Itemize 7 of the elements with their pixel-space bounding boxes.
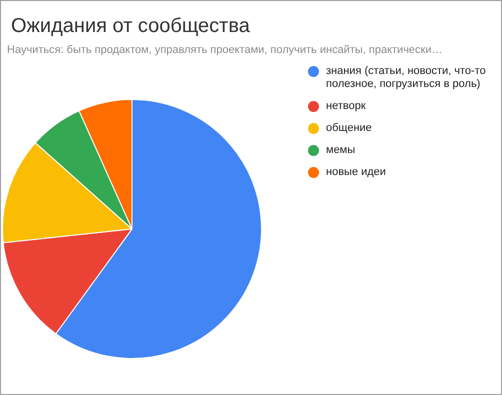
chart-title: Ожидания от сообщества [11, 15, 250, 38]
chart-subtitle: Научиться: быть продактом, управлять проектами, получить инсайты, практически… [7, 44, 442, 56]
legend-label: нетворк [326, 100, 366, 112]
legend-label: знания (статьи, новости, что-то полезное, погрузиться в роль) [326, 65, 486, 90]
legend-label: новые идеи [326, 166, 386, 178]
legend-label: общение [326, 122, 372, 134]
legend-label: мемы [326, 144, 356, 156]
